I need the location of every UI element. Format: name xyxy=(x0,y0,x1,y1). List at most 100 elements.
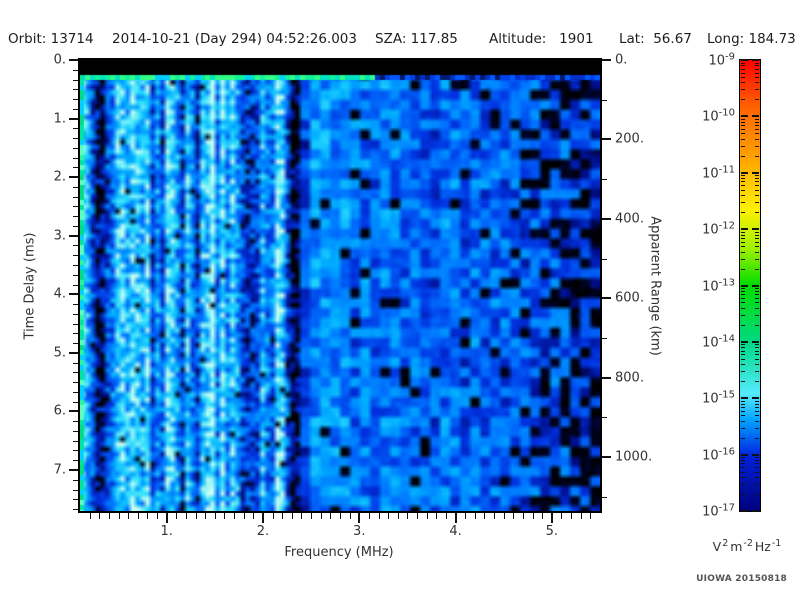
colorbar-minor-tick xyxy=(741,65,745,66)
colorbar-minor-tick xyxy=(755,119,759,120)
colorbar-minor-tick xyxy=(755,133,759,134)
x-minor-tick xyxy=(157,513,158,519)
colorbar-minor-tick xyxy=(755,381,759,382)
colorbar-minor-tick xyxy=(741,63,745,64)
colorbar-minor-tick xyxy=(741,82,745,83)
x-tick-label: 5. xyxy=(545,524,559,539)
y-right-minor-tick xyxy=(602,417,607,418)
colorbar-minor-tick xyxy=(755,404,759,405)
x-minor-tick xyxy=(436,513,437,519)
y-right-major-tick xyxy=(602,297,611,299)
colorbar-major-tick xyxy=(752,454,759,456)
colorbar-minor-tick xyxy=(755,181,759,182)
x-minor-tick xyxy=(234,513,235,519)
x-minor-tick xyxy=(119,513,120,519)
datetime-value: 2014-10-21 (Day 294) 04:52:26.003 xyxy=(112,31,357,47)
x-minor-tick xyxy=(147,513,148,519)
colorbar-minor-tick xyxy=(755,291,759,292)
x-tick-label: 4. xyxy=(449,524,462,539)
x-minor-tick xyxy=(590,513,591,519)
y-right-minor-tick xyxy=(602,179,607,180)
x-major-tick xyxy=(262,513,264,523)
colorbar-minor-tick xyxy=(755,63,759,64)
colorbar-minor-tick xyxy=(755,484,759,485)
unit-v-exp: 2 xyxy=(722,538,729,549)
colorbar-minor-tick xyxy=(755,190,759,191)
orbit-value: Orbit: 13714 xyxy=(8,31,94,47)
y-left-tick-label: 4. xyxy=(53,286,66,302)
colorbar-minor-tick xyxy=(741,460,745,461)
colorbar-minor-tick xyxy=(741,178,745,179)
colorbar-minor-tick xyxy=(741,463,745,464)
y-right-tick-label: 400. xyxy=(615,211,644,227)
colorbar-minor-tick xyxy=(755,77,759,78)
x-minor-tick xyxy=(350,513,351,519)
y-left-minor-tick xyxy=(73,109,78,110)
y-left-minor-tick xyxy=(73,187,78,188)
y-left-minor-tick xyxy=(73,275,78,276)
x-minor-tick xyxy=(292,513,293,519)
colorbar-major-tick xyxy=(752,341,759,343)
y-left-major-tick xyxy=(69,469,78,471)
y-left-minor-tick xyxy=(73,148,78,149)
colorbar-minor-tick xyxy=(741,242,745,243)
x-minor-tick xyxy=(330,513,331,519)
colorbar-minor-tick xyxy=(741,259,745,260)
colorbar-minor-tick xyxy=(755,457,759,458)
colorbar-minor-tick xyxy=(755,308,759,309)
x-minor-tick xyxy=(446,513,447,519)
colorbar-tick-label: 10-12 xyxy=(702,220,735,238)
colorbar-minor-tick xyxy=(741,457,745,458)
x-minor-tick xyxy=(128,513,129,519)
y-left-minor-tick xyxy=(73,206,78,207)
y-left-minor-tick xyxy=(73,158,78,159)
x-minor-tick xyxy=(138,513,139,519)
colorbar-minor-tick xyxy=(741,484,745,485)
colorbar-minor-tick xyxy=(741,494,745,495)
colorbar-minor-tick xyxy=(755,347,759,348)
x-minor-tick xyxy=(465,513,466,519)
y-right-major-tick xyxy=(602,59,611,61)
colorbar-tick-label: 10-11 xyxy=(702,164,735,182)
colorbar-minor-tick xyxy=(755,288,759,289)
colorbar-minor-tick xyxy=(755,460,759,461)
y-left-major-tick xyxy=(69,293,78,295)
x-minor-tick xyxy=(407,513,408,519)
colorbar-minor-tick xyxy=(741,467,745,468)
y-right-minor-tick xyxy=(602,338,607,339)
x-major-tick xyxy=(166,513,168,523)
x-minor-tick xyxy=(571,513,572,519)
y-left-tick-label: 5. xyxy=(53,345,66,361)
colorbar-minor-tick xyxy=(755,89,759,90)
colorbar-minor-tick xyxy=(755,146,759,147)
colorbar-minor-tick xyxy=(755,178,759,179)
spectrogram-plot-area xyxy=(78,58,602,513)
unit-hz-exp: -1 xyxy=(771,538,782,549)
y-left-minor-tick xyxy=(73,138,78,139)
x-minor-tick xyxy=(301,513,302,519)
x-minor-tick xyxy=(388,513,389,519)
x-axis-title: Frequency (MHz) xyxy=(284,545,394,560)
colorbar-minor-tick xyxy=(741,202,745,203)
colorbar-minor-tick xyxy=(755,69,759,70)
colorbar-minor-tick xyxy=(755,477,759,478)
y-left-minor-tick xyxy=(73,333,78,334)
colorbar-tick-label: 10-16 xyxy=(702,445,735,464)
x-minor-tick xyxy=(398,513,399,519)
colorbar-minor-tick xyxy=(755,125,759,126)
y-right-axis-title: Apparent Range (km) xyxy=(647,216,663,356)
colorbar-minor-tick xyxy=(755,73,759,74)
colorbar-minor-tick xyxy=(741,190,745,191)
x-minor-tick xyxy=(379,513,380,519)
y-left-minor-tick xyxy=(73,128,78,129)
colorbar-minor-tick xyxy=(755,175,759,176)
x-minor-tick xyxy=(282,513,283,519)
y-right-minor-tick xyxy=(602,259,607,260)
colorbar-minor-tick xyxy=(741,347,745,348)
colorbar-minor-tick xyxy=(741,125,745,126)
colorbar-minor-tick xyxy=(755,232,759,233)
y-left-minor-tick xyxy=(73,245,78,246)
x-tick-label: 2. xyxy=(256,524,270,539)
y-left-minor-tick xyxy=(73,382,78,383)
y-left-minor-tick xyxy=(73,509,78,510)
